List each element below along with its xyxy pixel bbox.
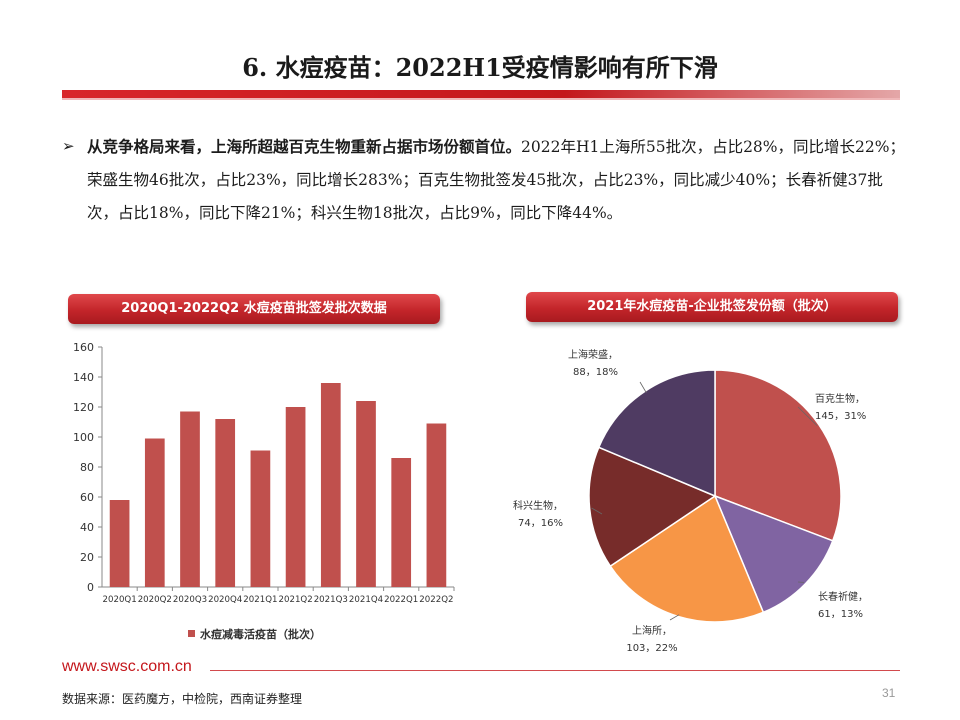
- x-tick-label: 2020Q2: [138, 595, 172, 605]
- bullet-lead: 从竞争格局来看，上海所超越百克生物重新占据市场份额首位。: [87, 137, 522, 156]
- bar: [250, 450, 271, 587]
- bar-chart-banner: 2020Q1-2022Q2 水痘疫苗批签发批次数据: [68, 294, 440, 324]
- pie-label-name: 上海荣盛，: [568, 348, 618, 361]
- page-number: 31: [882, 686, 896, 700]
- y-tick-label: 60: [80, 491, 94, 504]
- footer-rule: [210, 670, 900, 671]
- bullet-paragraph: ➢ 从竞争格局来看，上海所超越百克生物重新占据市场份额首位。2022年H1上海所…: [62, 130, 912, 230]
- x-tick-label: 2021Q2: [279, 595, 313, 605]
- pie-slice: [713, 494, 834, 614]
- x-tick-label: 2021Q4: [349, 595, 383, 605]
- y-tick-label: 100: [73, 431, 94, 444]
- x-tick-label: 2020Q4: [208, 595, 242, 605]
- bar: [109, 500, 130, 587]
- pie-leader-line: [669, 614, 680, 621]
- bullet-text: 从竞争格局来看，上海所超越百克生物重新占据市场份额首位。2022年H1上海所55…: [87, 130, 912, 230]
- pie-slice: [714, 369, 842, 542]
- pie-label-name: 百克生物，: [815, 392, 865, 405]
- pie-leader-line: [797, 406, 818, 426]
- x-tick-label: 2021Q3: [314, 595, 348, 605]
- pie-leader-line: [639, 381, 647, 393]
- bar: [285, 407, 306, 587]
- pie-slice: [609, 494, 765, 623]
- y-tick-label: 160: [73, 341, 94, 354]
- bar: [180, 411, 200, 587]
- x-tick-label: 2020Q1: [103, 595, 137, 605]
- y-tick-label: 20: [80, 551, 94, 564]
- x-tick-label: 2021Q1: [243, 595, 277, 605]
- footer-url: www.swsc.com.cn: [62, 658, 192, 675]
- bullet-body: 2022年H1上海所55批次，占比28%，同比增长22%；荣盛生物46批次，占比…: [87, 138, 905, 222]
- y-tick-label: 140: [73, 371, 94, 384]
- bar: [215, 419, 236, 587]
- bar: [356, 401, 376, 587]
- pie-slice: [588, 446, 717, 568]
- bar: [426, 423, 447, 587]
- bar: [144, 438, 165, 587]
- pie-label-name: 长春祈健，: [818, 591, 868, 603]
- pie-label-name: 科兴生物，: [513, 499, 563, 512]
- y-tick-label: 80: [80, 461, 94, 474]
- arrow-bullet-icon: ➢: [62, 137, 75, 155]
- pie-label-value: 74，16%: [518, 518, 563, 529]
- x-tick-label: 2022Q2: [419, 595, 453, 605]
- pie-label-value: 88，18%: [573, 367, 618, 378]
- y-tick-label: 120: [73, 401, 94, 414]
- pie-chart-banner: 2021年水痘疫苗-企业批签发份额（批次）: [526, 292, 898, 322]
- legend-label: 水痘减毒活疫苗（批次）: [200, 627, 321, 641]
- title-rule: [62, 90, 900, 100]
- x-tick-label: 2020Q3: [173, 595, 207, 605]
- bar: [391, 458, 412, 587]
- data-source: 数据来源：医药魔方，中检院，西南证券整理: [62, 692, 303, 706]
- pie-label-value: 103，22%: [626, 643, 677, 654]
- pie-label-value: 145，31%: [815, 411, 866, 422]
- pie-leader-line: [591, 507, 603, 515]
- bar: [320, 383, 341, 587]
- pie-label-value: 61，13%: [818, 609, 863, 620]
- legend-swatch: [188, 630, 195, 637]
- x-tick-label: 2022Q1: [384, 595, 418, 605]
- pie-chart: 百克生物， 145，31% 长春祈健， 61，13% 上海所， 103，22% 科兴生物， 7…: [513, 348, 868, 654]
- page-title: 6. 水痘疫苗：2022H1受疫情影响有所下滑: [242, 53, 718, 82]
- pie-label-name: 上海所，: [632, 624, 672, 637]
- y-tick-label: 0: [87, 581, 94, 594]
- y-tick-label: 40: [80, 521, 94, 534]
